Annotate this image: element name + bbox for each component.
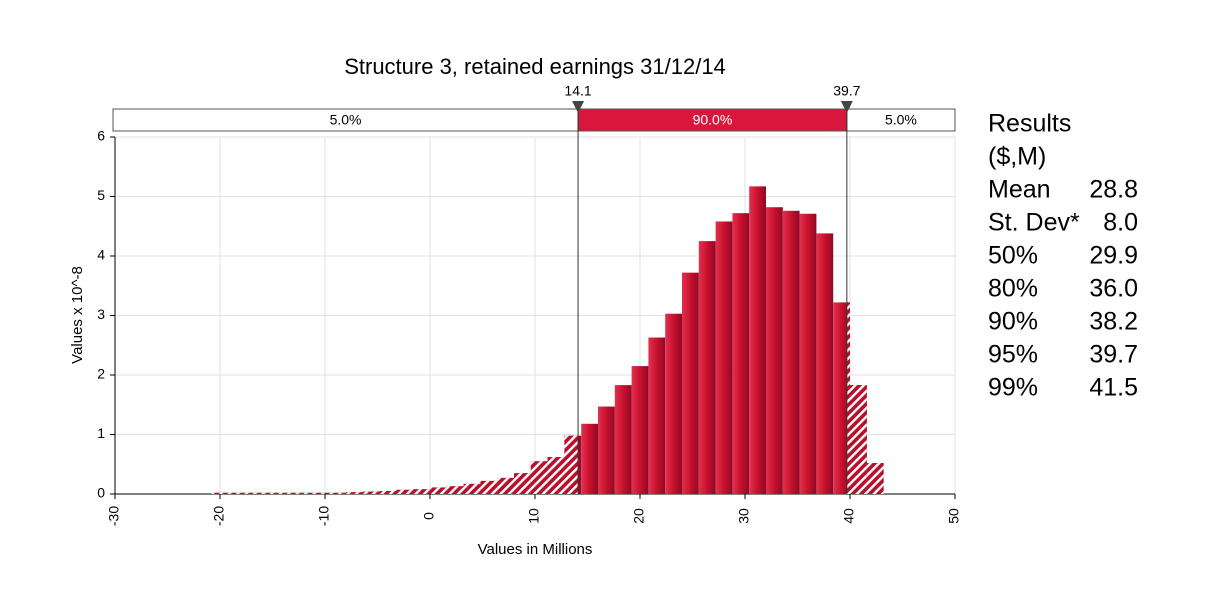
results-panel: Results ($,M) Mean 28.8 St. Dev* 8.0 50% 29.9 80… [988,110,1138,402]
x-tick-label: 30 [736,508,752,524]
histogram-bar [614,385,632,494]
histogram-bar [799,213,817,494]
result-label: 90% [988,308,1038,336]
bar-hatch [850,385,867,494]
y-axis-label: Values x 10^-8 [69,266,86,364]
bar-hatch [430,487,447,494]
bar-hatch [295,492,313,494]
bar-hatch [346,492,363,494]
region-label: 5.0% [885,112,917,128]
y-tick-label: 2 [97,366,105,382]
bar-hatch [547,457,565,494]
histogram-bar [816,233,834,494]
x-tick-label: -10 [316,506,332,526]
histogram-bar [665,313,682,494]
histogram-bar [698,241,716,494]
bar-hatch [262,492,279,494]
delimiter-label: 14.1 [564,83,591,99]
x-tick-label: 0 [421,512,437,520]
histogram-bar [598,406,615,494]
result-label: St. Dev* [988,209,1080,237]
bar-hatch [564,435,579,494]
bar-hatch [396,489,414,494]
bar-hatch [379,491,397,494]
histogram-bar [749,186,766,494]
chart-title: Structure 3, retained earnings 31/12/14 [344,54,726,79]
delimiter-marker [572,101,585,113]
result-label: 80% [988,275,1038,303]
histogram-bar [833,302,850,494]
delimiter-label: 39.7 [833,83,860,99]
region-label: 5.0% [330,112,362,128]
x-tick-label: 40 [841,508,857,524]
bar-hatch [497,477,514,494]
bar-hatch [362,491,380,494]
bar-hatch [866,463,884,494]
bar-hatch [480,480,498,494]
result-value: 28.8 [1089,176,1138,204]
bar-hatch [846,302,850,494]
result-value: 8.0 [1103,209,1138,237]
histogram-bar [648,337,666,494]
bar-hatch [514,473,531,494]
results-unit: ($,M) [988,143,1046,171]
histogram-bar [581,423,598,494]
result-value: 38.2 [1089,308,1138,336]
x-tick-label: 50 [946,508,962,524]
result-value: 29.9 [1089,242,1138,270]
overlay: 5.0% 90.0% 5.0% 14.1 39.7 [112,83,956,494]
delimiter-marker [840,101,853,113]
y-tick-label: 1 [97,425,105,441]
bar-hatch [413,489,430,494]
histogram-bar [631,366,649,494]
bar-hatch [278,492,296,494]
bar-hatch [446,486,464,494]
bar-hatch [530,461,548,494]
y-tick-label: 3 [97,306,105,322]
bars [211,186,884,494]
x-tick-label: 10 [526,508,542,524]
x-axis-label: Values in Millions [478,541,593,558]
result-label: Mean [988,176,1051,204]
results-title: Results [988,110,1071,138]
bar-hatch [211,492,229,494]
bar-hatch [228,492,246,494]
result-value: 39.7 [1089,341,1138,369]
histogram-bar [732,213,750,494]
histogram-bar [766,207,783,494]
y-tick-label: 6 [97,128,105,144]
x-tick-label: -30 [106,506,122,526]
y-tick-label: 0 [97,485,105,501]
result-label: 95% [988,341,1038,369]
bar-hatch [463,483,481,494]
result-label: 99% [988,374,1038,402]
x-tick-label: -20 [211,506,227,526]
histogram-bar [782,210,800,494]
result-value: 41.5 [1089,374,1138,402]
histogram-bar [682,272,699,494]
bar-hatch [312,492,330,494]
y-tick-label: 5 [97,187,105,203]
region-label: 90.0% [693,112,733,128]
x-tick-label: 20 [631,508,647,524]
histogram-bar [715,221,733,494]
result-value: 36.0 [1089,275,1138,303]
result-label: 50% [988,242,1038,270]
bar-hatch [245,492,262,494]
bar-hatch [329,492,346,494]
y-tick-label: 4 [97,247,105,263]
